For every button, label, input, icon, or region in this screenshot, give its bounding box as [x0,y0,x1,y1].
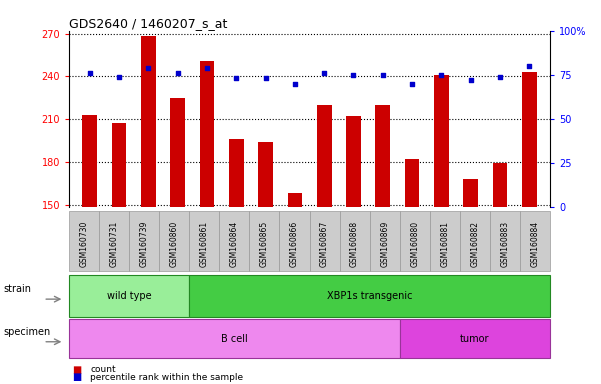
Text: GDS2640 / 1460207_s_at: GDS2640 / 1460207_s_at [69,17,228,30]
Bar [200,61,214,207]
Text: GSM160881: GSM160881 [441,221,449,267]
Text: GSM160865: GSM160865 [260,221,269,267]
Text: GSM160866: GSM160866 [290,221,299,267]
Point [319,70,329,76]
Point [202,65,212,71]
Text: GSM160867: GSM160867 [320,221,329,267]
Point [495,74,505,80]
Text: GSM160860: GSM160860 [170,221,178,267]
Bar [317,105,332,207]
Bar [258,142,273,207]
Text: GSM160731: GSM160731 [110,221,118,267]
Text: GSM160861: GSM160861 [200,221,209,267]
Text: XBP1s transgenic: XBP1s transgenic [327,291,412,301]
Bar [287,193,302,207]
Text: GSM160864: GSM160864 [230,221,239,267]
Text: B cell: B cell [221,334,248,344]
Point [525,63,534,69]
Bar [463,179,478,207]
Bar [376,105,390,207]
Point [114,74,124,80]
Text: ■: ■ [72,365,81,375]
Point [378,72,388,78]
Text: GSM160880: GSM160880 [410,221,419,267]
Text: ■: ■ [72,372,81,382]
Point [466,77,475,83]
Text: GSM160883: GSM160883 [501,221,509,267]
Bar [170,98,185,207]
Text: GSM160739: GSM160739 [140,220,148,267]
Point [231,75,241,81]
Text: tumor: tumor [460,334,490,344]
Point [407,81,417,87]
Bar [141,36,156,207]
Text: specimen: specimen [3,327,50,337]
Point [144,65,153,71]
Point [349,72,358,78]
Bar [434,75,449,207]
Point [172,70,182,76]
Point [85,70,94,76]
Bar [522,72,537,207]
Bar [229,139,243,207]
Point [261,75,270,81]
Text: GSM160882: GSM160882 [471,221,479,267]
Text: count: count [90,365,116,374]
Bar [82,115,97,207]
Bar [112,123,126,207]
Bar [405,159,419,207]
Text: GSM160730: GSM160730 [80,220,88,267]
Text: GSM160869: GSM160869 [380,221,389,267]
Point [290,81,300,87]
Text: GSM160868: GSM160868 [350,221,359,267]
Bar [346,116,361,207]
Point [437,72,447,78]
Text: wild type: wild type [107,291,151,301]
Text: percentile rank within the sample: percentile rank within the sample [90,372,243,382]
Bar [493,163,507,207]
Text: strain: strain [3,284,31,294]
Text: GSM160884: GSM160884 [531,221,539,267]
